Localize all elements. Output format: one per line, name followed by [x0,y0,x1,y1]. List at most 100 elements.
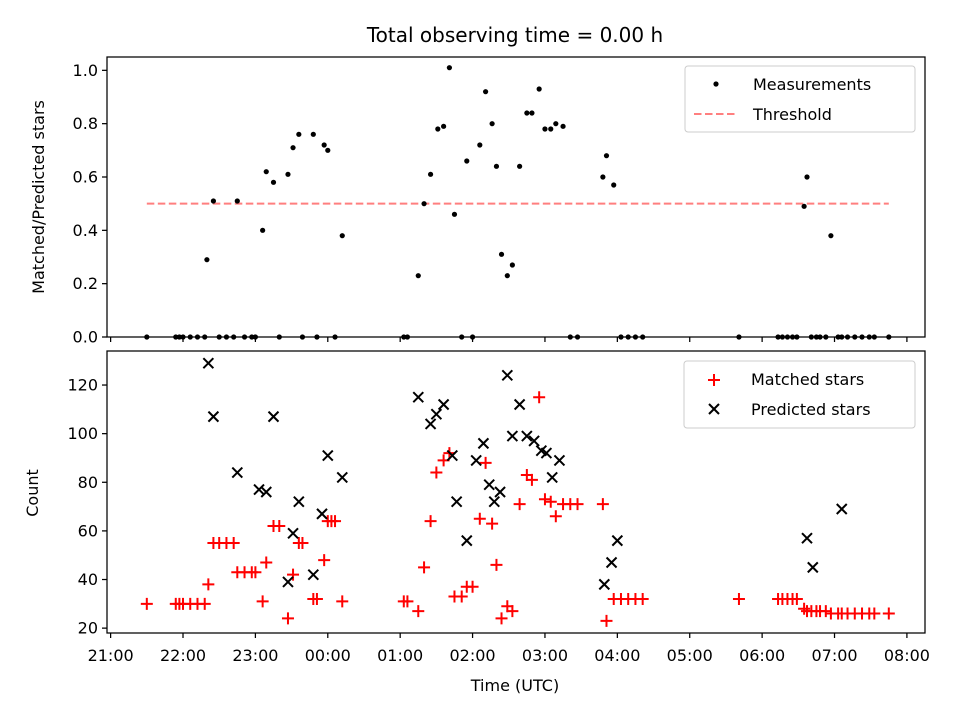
measurement-point [339,233,345,239]
predicted-star-point [446,449,459,462]
matched-star-point [533,391,546,404]
measurement-point [828,233,834,239]
bottom-plot-frame [106,350,926,634]
measurement-point [804,174,810,180]
matched-star-point [486,517,499,530]
matched-star-point [198,597,211,610]
legend-marker-predicted [708,403,720,415]
bottom-y-axis-label: Count [23,469,42,517]
matched-star-point [525,473,538,486]
top-y-tick-label: 0.6 [73,168,98,187]
predicted-star-point [293,496,305,508]
matched-star-point [868,607,881,620]
matched-star-point [401,595,414,608]
predicted-star-point [521,430,533,442]
bottom-y-tick-label: 80 [78,473,98,492]
measurement-point [560,123,566,129]
matched-star-point [600,614,613,627]
matched-star-point [287,568,300,581]
predicted-star-point [546,471,558,484]
matched-star-point [227,537,240,550]
bottom-y-tick-label: 20 [78,619,98,638]
top-y-tick-label: 0.8 [73,114,98,133]
bottom-y-tick-label: 60 [78,521,98,540]
matched-star-point [140,597,153,610]
top-panel: 0.0 0.2 0.4 0.6 0.8 1.0 Matched/Predicted sta… [29,56,926,347]
chart-title: Total observing time = 0.00 h [366,23,663,47]
measurement-point [536,86,542,92]
measurement-point [446,65,453,71]
measurement-point [290,145,296,151]
legend-label-measurements: Measurements [753,75,871,94]
measurement-point [542,126,548,132]
measurement-point [325,147,331,153]
predicted-star-point [501,369,514,382]
matched-star-point [318,554,331,567]
matched-star-point [466,580,479,593]
matched-star-point [549,510,562,523]
measurement-point [204,257,210,263]
matched-star-point [819,605,832,618]
measurement-point [451,211,458,217]
bottom-x-ticks: 21:00 22:00 23:00 00:00 01:00 02:00 03:00 04:00… [88,633,930,665]
matched-star-point [430,466,443,479]
bottom-y-tick-label: 100 [67,424,98,443]
matched-star-point [538,493,551,506]
measurement-point [498,251,505,257]
measurement-point [482,89,489,95]
matched-star-point [790,592,803,605]
predicted-star-point [207,410,220,423]
measurement-point [310,131,316,137]
matched-star-point [281,612,294,625]
bottom-y-tick-label: 120 [67,376,98,395]
bottom-x-tick-label: 04:00 [594,646,640,665]
predicted-star-point [307,568,320,581]
measurement-point [263,169,269,175]
top-y-tick-label: 0.2 [73,274,98,293]
top-y-ticks: 0.0 0.2 0.4 0.6 0.8 1.0 [73,61,107,347]
measurement-point [493,163,500,169]
bottom-x-tick-label: 06:00 [739,646,785,665]
legend-label-predicted: Predicted stars [751,400,871,419]
measurement-point [296,131,302,137]
matched-star-point [249,566,262,579]
top-y-tick-label: 0.4 [73,221,98,240]
measurement-point [611,182,617,188]
measurement-point [234,198,240,204]
measurement-point [600,174,606,180]
predicted-star-point [282,576,294,588]
predicted-stars-points [202,357,848,591]
measurement-point [285,171,291,177]
matched-star-point [273,520,286,533]
predicted-star-point [424,418,437,430]
measurement-point [548,126,554,132]
measurement-point [477,142,483,148]
bottom-x-tick-label: 23:00 [232,646,278,665]
matched-star-point [544,495,557,508]
measurement-point [489,121,495,127]
predicted-star-point [430,408,443,420]
legend-marker-measurements [713,81,719,87]
predicted-star-point [494,486,506,498]
predicted-star-point [461,534,473,547]
measurement-point [603,153,610,159]
predicted-star-point [836,503,848,515]
matched-star-point [296,537,309,550]
measurement-point [464,158,470,164]
predicted-star-point [231,466,244,479]
matched-stars-points [140,391,895,627]
measurement-point [435,126,441,132]
legend-marker-matched [708,374,720,386]
predicted-star-point [260,486,272,498]
measurement-point [504,273,510,279]
matched-star-point [310,592,323,605]
top-y-tick-label: 0.0 [73,328,98,347]
matched-star-point [336,595,349,608]
x-axis-label: Time (UTC) [470,676,559,695]
predicted-star-point [611,534,624,547]
predicted-star-point [540,447,553,459]
predicted-star-point [807,561,819,574]
measurement-point [524,110,530,116]
predicted-star-point [437,398,450,411]
